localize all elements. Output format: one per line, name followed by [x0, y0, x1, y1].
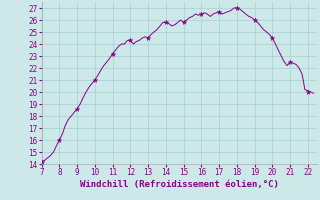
X-axis label: Windchill (Refroidissement éolien,°C): Windchill (Refroidissement éolien,°C) — [80, 180, 279, 189]
